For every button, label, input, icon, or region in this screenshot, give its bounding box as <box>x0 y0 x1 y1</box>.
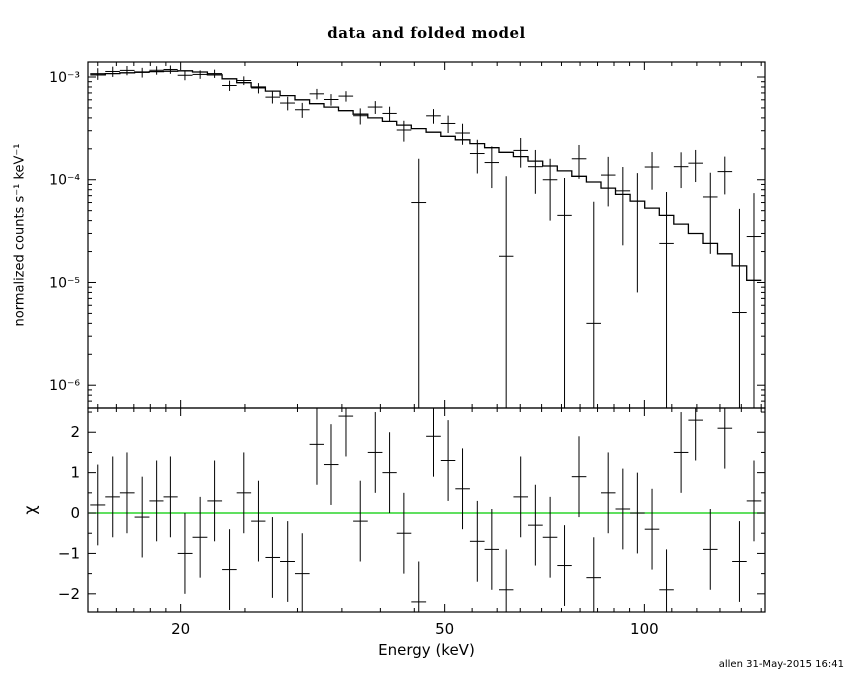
svg-text:20: 20 <box>171 620 190 638</box>
svg-text:2: 2 <box>70 423 80 441</box>
plot-title: data and folded model <box>327 24 526 42</box>
svg-text:10⁻⁴: 10⁻⁴ <box>49 173 80 189</box>
svg-text:10⁻⁶: 10⁻⁶ <box>49 378 80 394</box>
timestamp-label: allen 31-May-2015 16:41 <box>718 659 844 670</box>
svg-text:50: 50 <box>435 620 454 638</box>
svg-text:−2: −2 <box>58 585 80 603</box>
svg-text:0: 0 <box>70 504 80 522</box>
svg-text:100: 100 <box>630 620 659 638</box>
svg-text:10⁻⁵: 10⁻⁵ <box>49 275 80 291</box>
svg-text:−1: −1 <box>58 544 80 562</box>
x-axis-label: Energy (keV) <box>378 641 475 659</box>
svg-text:1: 1 <box>70 464 80 482</box>
svg-text:10⁻³: 10⁻³ <box>49 70 80 86</box>
